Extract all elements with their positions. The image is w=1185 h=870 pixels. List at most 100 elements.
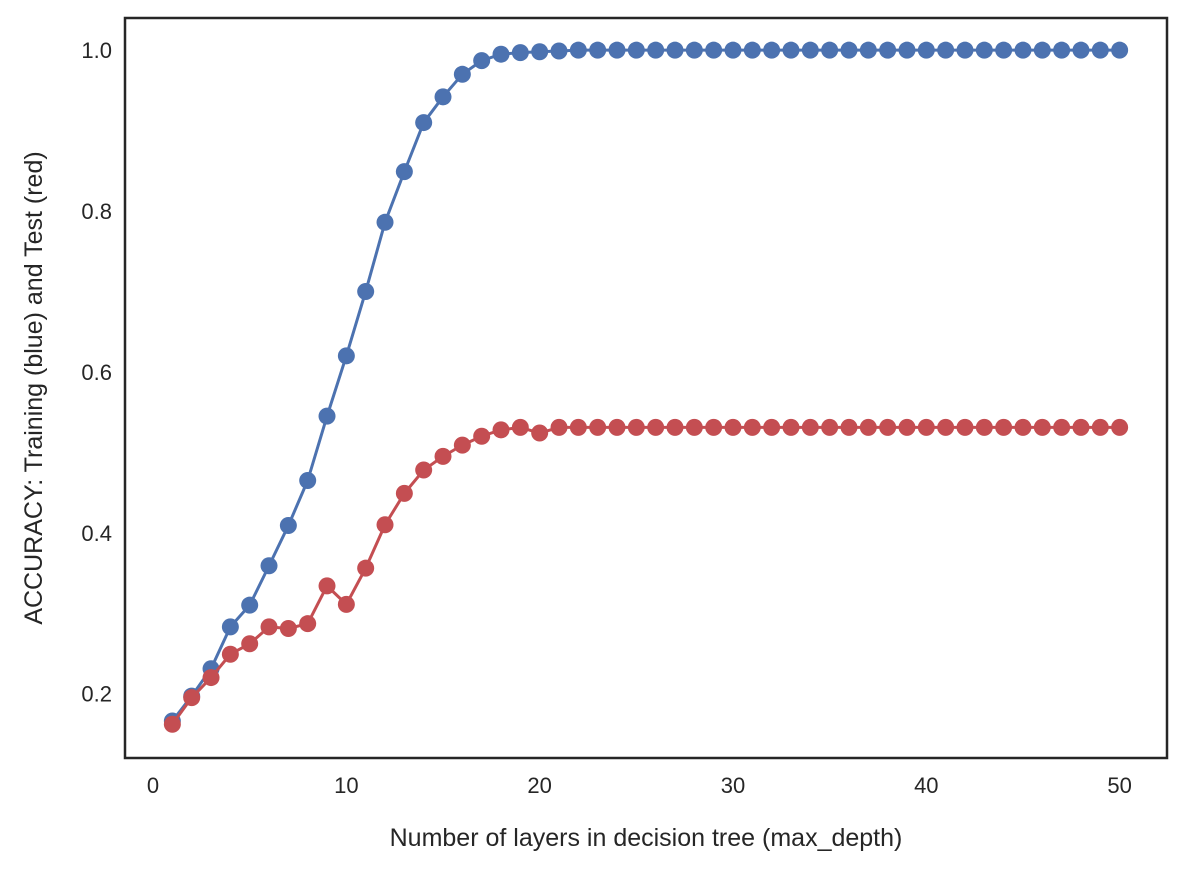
series-1-point [705,41,723,59]
series-2-point [1033,418,1051,436]
series-1-point [685,41,703,59]
series-layer [163,41,1129,733]
series-2-point [183,689,201,707]
series-2-point [434,447,452,465]
series-1-point [1091,41,1109,59]
series-1-point [1053,41,1071,59]
series-2-point [763,418,781,436]
series-1-point [337,347,355,365]
x-tick-label: 10 [334,773,358,798]
series-1-point [724,41,742,59]
y-tick-label: 0.2 [81,682,112,707]
series-2-point [221,645,239,663]
y-axis-label: ACCURACY: Training (blue) and Test (red) [20,151,48,624]
series-1-point [299,472,317,489]
series-1-point [376,213,394,231]
series-2-point [743,418,761,436]
series-2-point [550,418,568,436]
series-1-point [647,41,665,59]
series-2-point [1072,418,1090,436]
series-2-point [202,669,220,687]
series-1-point [1072,41,1090,59]
series-1-point [898,41,916,59]
series-1-point [995,41,1013,59]
series-1-point [589,41,607,59]
series-1-point [241,596,259,614]
series-1-point [917,41,935,59]
series-2-point [1091,418,1109,436]
x-tick-label: 30 [721,773,745,798]
series-2-point [917,418,935,436]
x-tick-label: 40 [914,773,938,798]
series-1-point [782,41,800,59]
y-tick-label: 1.0 [81,38,112,63]
series-1-point [879,41,897,59]
series-2-point [163,715,181,733]
x-axis-label: Number of layers in decision tree (max_d… [390,824,903,852]
series-2-point [299,615,317,633]
series-2-point [705,418,723,436]
series-2-point [453,436,471,454]
series-1-point [550,42,568,60]
series-1-point [1033,41,1051,59]
series-1-point [531,43,549,61]
series-1-point [937,41,955,59]
series-1-point [763,41,781,59]
series-1-point [434,88,452,106]
series-2-point [1014,418,1032,436]
series-2-point [840,418,858,436]
series-2-point [879,418,897,436]
series-2-point [937,418,955,436]
y-tick-label: 0.4 [81,521,112,546]
series-2-point [859,418,877,436]
series-2-point [279,620,297,637]
series-2-point [801,418,819,436]
tick-layer: 0 10 20 30 40 50 0.2 0.4 0.6 0.8 1.0 [81,38,1131,798]
series-2-point [666,418,684,436]
series-1-point [801,41,819,59]
series-1 [163,41,1129,730]
y-tick-label: 0.6 [81,360,112,385]
series-2-point [589,418,607,436]
series-1-point [511,44,529,62]
series-2-point [1111,418,1129,436]
series-1-point [627,41,645,59]
series-1-point [395,163,413,181]
series-2-point [357,559,375,577]
series-2-point [724,418,742,436]
series-2-point [531,424,549,442]
series-1-point [859,41,877,59]
series-2-point [337,595,355,613]
series-2-point [241,635,259,653]
series-1-point [743,41,761,59]
series-1-point [666,41,684,59]
series-1-point [492,45,510,63]
x-tick-label: 0 [147,773,159,798]
series-2-point [473,427,491,445]
series-1-point [840,41,858,59]
series-1-point [1111,41,1129,59]
series-1-point [608,41,626,59]
series-2-point [975,418,993,436]
series-2 [163,418,1129,733]
series-1-point [1014,41,1032,59]
series-2-point [898,418,916,436]
series-1-point [956,41,974,59]
series-1-point [473,52,491,70]
series-1-point [221,618,239,636]
series-1-point [415,114,433,132]
plot-frame [123,16,1169,760]
series-2-point [956,418,974,436]
series-2-point [685,418,703,436]
series-2-point [569,418,587,436]
series-2-point [608,418,626,436]
series-2-point [415,461,433,479]
series-1-point [821,41,839,59]
series-2-point [782,418,800,436]
series-2-point [821,418,839,436]
series-1-point [453,65,471,83]
x-tick-label: 20 [527,773,551,798]
series-2-point [395,484,413,502]
y-tick-label: 0.8 [81,199,112,224]
